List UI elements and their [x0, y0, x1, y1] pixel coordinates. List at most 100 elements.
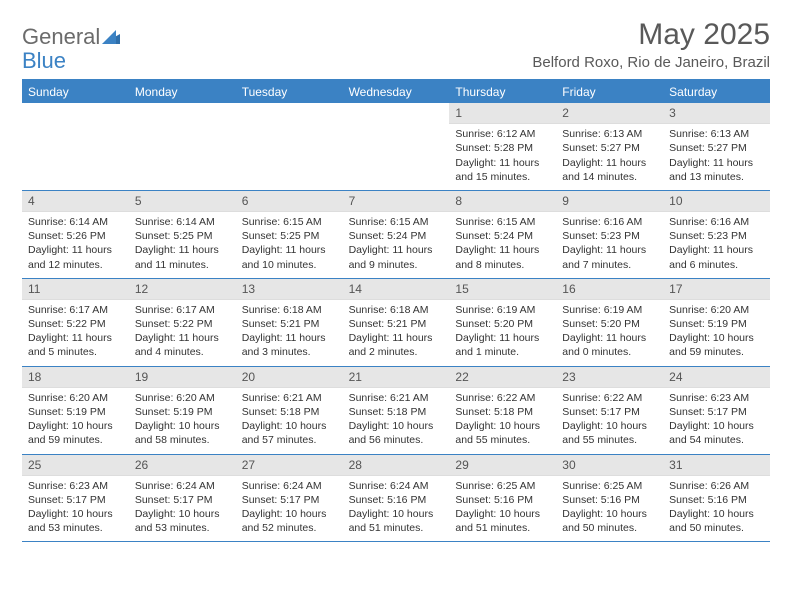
sunset-text: Sunset: 5:24 PM [455, 229, 550, 243]
sunset-text: Sunset: 5:23 PM [562, 229, 657, 243]
daylight-text-2: and 57 minutes. [242, 433, 337, 447]
day-info: Sunrise: 6:18 AMSunset: 5:21 PMDaylight:… [236, 300, 343, 366]
sunset-text: Sunset: 5:27 PM [669, 141, 764, 155]
day-info: Sunrise: 6:16 AMSunset: 5:23 PMDaylight:… [556, 212, 663, 278]
day-number: 24 [663, 367, 770, 388]
sunrise-text: Sunrise: 6:21 AM [242, 391, 337, 405]
day-info: Sunrise: 6:19 AMSunset: 5:20 PMDaylight:… [449, 300, 556, 366]
day-info: Sunrise: 6:20 AMSunset: 5:19 PMDaylight:… [663, 300, 770, 366]
header: General May 2025 Belford Roxo, Rio de Ja… [22, 18, 770, 71]
day-cell: 6Sunrise: 6:15 AMSunset: 5:25 PMDaylight… [236, 191, 343, 278]
sunrise-text: Sunrise: 6:18 AM [242, 303, 337, 317]
day-info: Sunrise: 6:24 AMSunset: 5:17 PMDaylight:… [236, 476, 343, 542]
sunset-text: Sunset: 5:17 PM [669, 405, 764, 419]
daylight-text-2: and 52 minutes. [242, 521, 337, 535]
sunrise-text: Sunrise: 6:18 AM [349, 303, 444, 317]
day-number: 3 [663, 103, 770, 124]
day-number: 12 [129, 279, 236, 300]
day-cell: 30Sunrise: 6:25 AMSunset: 5:16 PMDayligh… [556, 455, 663, 542]
daylight-text-1: Daylight: 11 hours [28, 243, 123, 257]
daylight-text-1: Daylight: 10 hours [455, 507, 550, 521]
daylight-text-2: and 50 minutes. [562, 521, 657, 535]
day-number: 31 [663, 455, 770, 476]
sunrise-text: Sunrise: 6:26 AM [669, 479, 764, 493]
day-cell: 11Sunrise: 6:17 AMSunset: 5:22 PMDayligh… [22, 279, 129, 366]
day-cell: 23Sunrise: 6:22 AMSunset: 5:17 PMDayligh… [556, 367, 663, 454]
daylight-text-2: and 1 minute. [455, 345, 550, 359]
sunrise-text: Sunrise: 6:17 AM [28, 303, 123, 317]
day-cell: 5Sunrise: 6:14 AMSunset: 5:25 PMDaylight… [129, 191, 236, 278]
daylight-text-1: Daylight: 11 hours [28, 331, 123, 345]
sunrise-text: Sunrise: 6:21 AM [349, 391, 444, 405]
day-number: 1 [449, 103, 556, 124]
day-info: Sunrise: 6:14 AMSunset: 5:25 PMDaylight:… [129, 212, 236, 278]
day-info: Sunrise: 6:15 AMSunset: 5:25 PMDaylight:… [236, 212, 343, 278]
day-cell: 31Sunrise: 6:26 AMSunset: 5:16 PMDayligh… [663, 455, 770, 542]
day-number: 8 [449, 191, 556, 212]
daylight-text-2: and 7 minutes. [562, 258, 657, 272]
day-info: Sunrise: 6:21 AMSunset: 5:18 PMDaylight:… [343, 388, 450, 454]
daylight-text-1: Daylight: 10 hours [242, 419, 337, 433]
day-cell: 29Sunrise: 6:25 AMSunset: 5:16 PMDayligh… [449, 455, 556, 542]
day-number: 26 [129, 455, 236, 476]
sunset-text: Sunset: 5:20 PM [455, 317, 550, 331]
month-title: May 2025 [532, 18, 770, 52]
day-info: Sunrise: 6:24 AMSunset: 5:16 PMDaylight:… [343, 476, 450, 542]
daylight-text-2: and 11 minutes. [135, 258, 230, 272]
daylight-text-2: and 12 minutes. [28, 258, 123, 272]
day-cell [129, 103, 236, 190]
daylight-text-1: Daylight: 10 hours [669, 507, 764, 521]
day-number: 23 [556, 367, 663, 388]
week-row: 18Sunrise: 6:20 AMSunset: 5:19 PMDayligh… [22, 367, 770, 455]
sunset-text: Sunset: 5:19 PM [669, 317, 764, 331]
day-info: Sunrise: 6:25 AMSunset: 5:16 PMDaylight:… [449, 476, 556, 542]
sunrise-text: Sunrise: 6:19 AM [562, 303, 657, 317]
daylight-text-1: Daylight: 10 hours [349, 507, 444, 521]
day-info: Sunrise: 6:17 AMSunset: 5:22 PMDaylight:… [129, 300, 236, 366]
day-number: 30 [556, 455, 663, 476]
sunrise-text: Sunrise: 6:15 AM [242, 215, 337, 229]
day-number: 19 [129, 367, 236, 388]
day-number: 21 [343, 367, 450, 388]
logo-triangle-icon [102, 30, 120, 44]
day-info: Sunrise: 6:21 AMSunset: 5:18 PMDaylight:… [236, 388, 343, 454]
day-cell: 22Sunrise: 6:22 AMSunset: 5:18 PMDayligh… [449, 367, 556, 454]
day-cell: 9Sunrise: 6:16 AMSunset: 5:23 PMDaylight… [556, 191, 663, 278]
daylight-text-2: and 59 minutes. [28, 433, 123, 447]
daylight-text-2: and 0 minutes. [562, 345, 657, 359]
day-number: 13 [236, 279, 343, 300]
sunrise-text: Sunrise: 6:20 AM [28, 391, 123, 405]
daylight-text-1: Daylight: 11 hours [135, 243, 230, 257]
sunset-text: Sunset: 5:21 PM [242, 317, 337, 331]
weeks-container: 1Sunrise: 6:12 AMSunset: 5:28 PMDaylight… [22, 103, 770, 542]
daylight-text-2: and 6 minutes. [669, 258, 764, 272]
day-cell: 10Sunrise: 6:16 AMSunset: 5:23 PMDayligh… [663, 191, 770, 278]
day-cell: 26Sunrise: 6:24 AMSunset: 5:17 PMDayligh… [129, 455, 236, 542]
sunrise-text: Sunrise: 6:20 AM [669, 303, 764, 317]
day-number: 6 [236, 191, 343, 212]
day-number: 22 [449, 367, 556, 388]
day-info: Sunrise: 6:25 AMSunset: 5:16 PMDaylight:… [556, 476, 663, 542]
daylight-text-1: Daylight: 11 hours [562, 156, 657, 170]
daylight-text-2: and 51 minutes. [455, 521, 550, 535]
day-cell: 27Sunrise: 6:24 AMSunset: 5:17 PMDayligh… [236, 455, 343, 542]
sunset-text: Sunset: 5:17 PM [562, 405, 657, 419]
daylight-text-1: Daylight: 11 hours [455, 331, 550, 345]
sunrise-text: Sunrise: 6:23 AM [669, 391, 764, 405]
day-number: 18 [22, 367, 129, 388]
sunset-text: Sunset: 5:18 PM [455, 405, 550, 419]
daylight-text-2: and 14 minutes. [562, 170, 657, 184]
sunrise-text: Sunrise: 6:15 AM [349, 215, 444, 229]
sunrise-text: Sunrise: 6:24 AM [242, 479, 337, 493]
day-number: 17 [663, 279, 770, 300]
daylight-text-2: and 2 minutes. [349, 345, 444, 359]
sunrise-text: Sunrise: 6:14 AM [28, 215, 123, 229]
day-info: Sunrise: 6:22 AMSunset: 5:18 PMDaylight:… [449, 388, 556, 454]
daylight-text-2: and 55 minutes. [455, 433, 550, 447]
sunset-text: Sunset: 5:25 PM [135, 229, 230, 243]
logo-text-blue: Blue [22, 48, 66, 74]
day-cell: 1Sunrise: 6:12 AMSunset: 5:28 PMDaylight… [449, 103, 556, 190]
daylight-text-1: Daylight: 11 hours [242, 331, 337, 345]
day-number: 14 [343, 279, 450, 300]
day-info: Sunrise: 6:13 AMSunset: 5:27 PMDaylight:… [663, 124, 770, 190]
